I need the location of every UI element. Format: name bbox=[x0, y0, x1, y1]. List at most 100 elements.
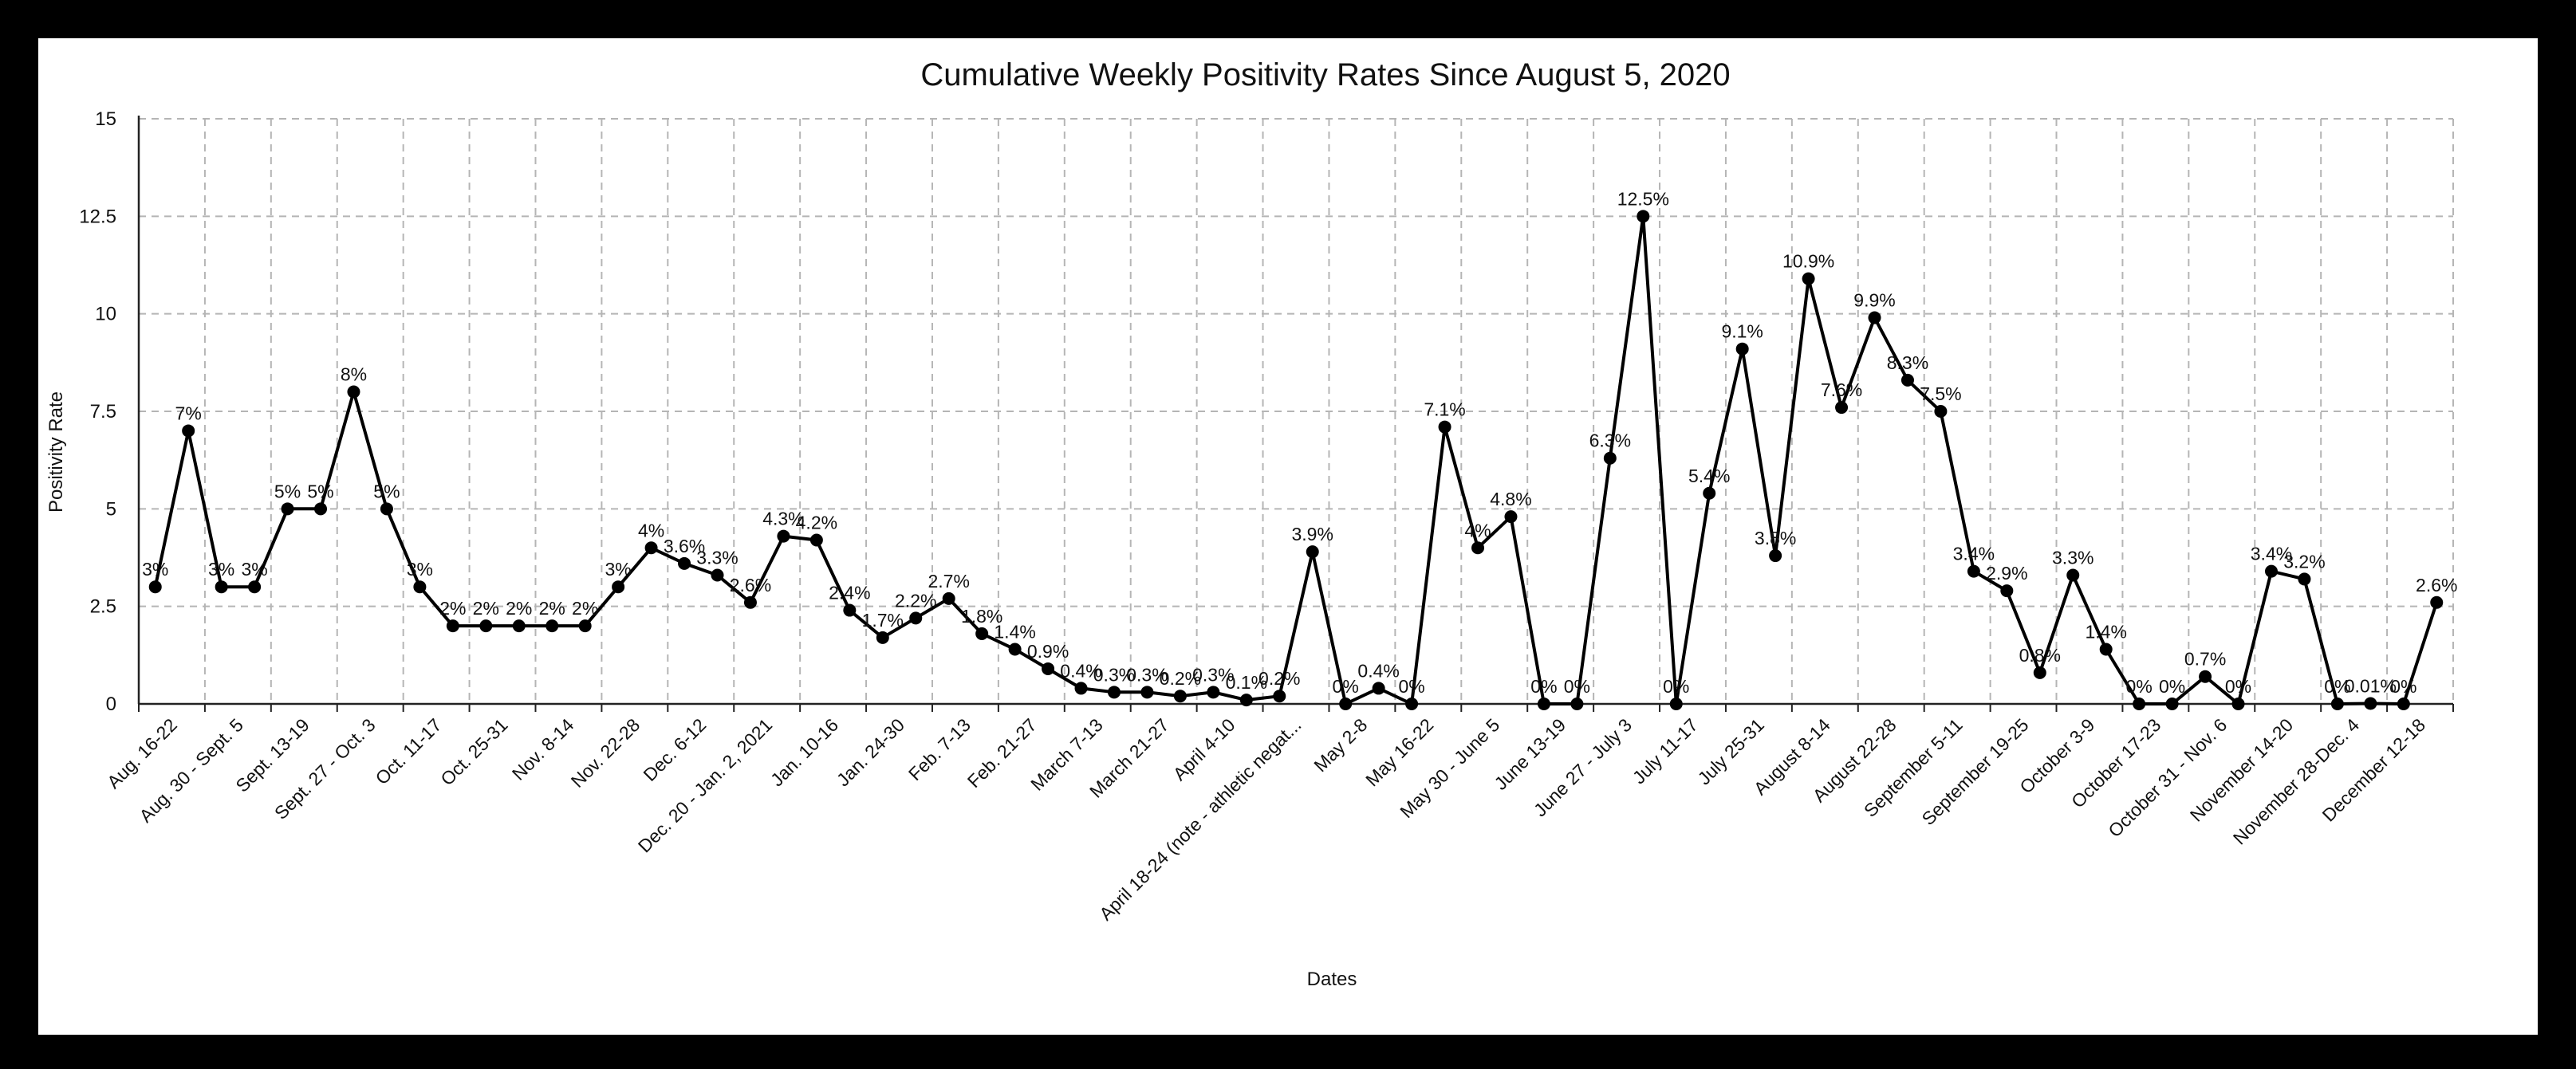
data-point bbox=[2000, 584, 2014, 598]
data-label: 5% bbox=[274, 481, 301, 501]
data-point bbox=[1735, 342, 1749, 356]
x-axis-title: Dates bbox=[1307, 969, 1357, 990]
data-point bbox=[1967, 564, 1980, 578]
data-label: 1.4% bbox=[2085, 621, 2126, 642]
x-tick-label: Jan. 10-16 bbox=[766, 714, 842, 790]
axes bbox=[137, 116, 2454, 712]
data-label: 2.6% bbox=[2416, 575, 2457, 595]
data-label: 0% bbox=[1663, 676, 1689, 697]
data-point bbox=[314, 502, 328, 516]
data-point bbox=[2264, 564, 2278, 578]
data-point bbox=[1868, 311, 1881, 324]
y-tick-label: 15 bbox=[95, 108, 116, 130]
data-label: 2% bbox=[473, 598, 499, 619]
data-point bbox=[1900, 373, 1914, 387]
data-label: 3% bbox=[241, 559, 267, 580]
data-point bbox=[1207, 686, 1220, 699]
data-label: 3.6% bbox=[664, 536, 705, 556]
chart-title: Cumulative Weekly Positivity Rates Since… bbox=[920, 57, 1730, 92]
data-label: 10.9% bbox=[1782, 251, 1834, 272]
data-point bbox=[2397, 698, 2410, 710]
data-label: 0.4% bbox=[1060, 660, 1101, 681]
data-label: 0.2% bbox=[1160, 668, 1201, 689]
data-point bbox=[843, 603, 857, 617]
x-tick-label: Dec. 20 - Jan. 2, 2021 bbox=[634, 714, 776, 856]
data-label: 9.1% bbox=[1721, 321, 1763, 342]
data-label: 5% bbox=[373, 481, 400, 501]
data-point bbox=[1637, 210, 1650, 223]
x-tick-label: November 28-Dec. 4 bbox=[2229, 714, 2364, 849]
data-label: 0% bbox=[1398, 676, 1424, 697]
data-label: 7.6% bbox=[1821, 379, 1862, 400]
data-label: 0% bbox=[2390, 676, 2416, 697]
data-point bbox=[777, 529, 790, 543]
data-label: 0% bbox=[2324, 676, 2350, 697]
data-point bbox=[1703, 486, 1716, 500]
data-label: 1.4% bbox=[994, 621, 1035, 642]
data-point bbox=[1504, 510, 1518, 524]
data-point bbox=[2430, 595, 2444, 609]
data-label: 0.2% bbox=[1258, 668, 1300, 689]
data-point bbox=[2364, 697, 2377, 710]
data-point bbox=[1339, 698, 1353, 710]
data-label: 4% bbox=[638, 520, 664, 540]
data-point bbox=[1107, 686, 1121, 699]
data-point bbox=[1769, 549, 1782, 563]
data-point bbox=[1273, 690, 1286, 703]
series-line bbox=[153, 216, 2439, 707]
data-point bbox=[2066, 568, 2080, 582]
data-label: 2% bbox=[506, 598, 532, 619]
data-point bbox=[711, 568, 724, 582]
data-point bbox=[743, 595, 757, 609]
data-point bbox=[975, 627, 989, 640]
data-point bbox=[1934, 405, 1948, 418]
data-point bbox=[148, 580, 162, 594]
y-tick-label: 12.5 bbox=[79, 206, 116, 227]
data-point bbox=[446, 619, 459, 633]
y-tick-label: 0 bbox=[106, 694, 116, 715]
data-point bbox=[1008, 643, 1022, 656]
data-point bbox=[1835, 401, 1849, 415]
y-tick-label: 2.5 bbox=[90, 596, 116, 618]
data-label: 2.7% bbox=[928, 571, 969, 591]
data-label: 0% bbox=[1564, 676, 1590, 697]
data-label: 2% bbox=[539, 598, 565, 619]
data-label: 2% bbox=[439, 598, 466, 619]
data-label: 3% bbox=[142, 559, 168, 580]
data-point bbox=[479, 619, 493, 633]
data-point bbox=[876, 631, 889, 644]
data-point bbox=[809, 533, 823, 547]
data-point bbox=[281, 502, 294, 516]
data-point bbox=[1471, 541, 1485, 555]
data-point bbox=[2133, 698, 2146, 710]
y-tick-label: 5 bbox=[106, 498, 116, 520]
data-point bbox=[1438, 420, 1451, 434]
data-point bbox=[512, 619, 526, 633]
data-label: 4% bbox=[1464, 520, 1491, 540]
data-point bbox=[678, 556, 691, 570]
data-point bbox=[2165, 698, 2179, 710]
data-point bbox=[942, 591, 955, 605]
data-point bbox=[578, 619, 592, 633]
data-label: 0.4% bbox=[1357, 660, 1399, 681]
data-point bbox=[182, 424, 195, 438]
data-label: 8% bbox=[341, 364, 367, 385]
y-axis-title: Positivity Rate bbox=[45, 391, 67, 513]
data-point bbox=[1537, 698, 1550, 710]
data-label: 1.7% bbox=[862, 610, 904, 631]
data-point bbox=[1603, 451, 1617, 465]
data-label: 2.2% bbox=[895, 590, 936, 611]
data-label: 0% bbox=[1530, 676, 1557, 697]
data-label: 0% bbox=[2225, 676, 2251, 697]
data-label: 6.3% bbox=[1589, 430, 1631, 451]
data-point bbox=[248, 580, 262, 594]
data-label: 12.5% bbox=[1617, 188, 1669, 209]
data-point bbox=[2330, 698, 2344, 710]
data-point bbox=[2231, 698, 2245, 710]
data-label: 3% bbox=[605, 559, 632, 580]
data-point bbox=[2199, 670, 2212, 683]
data-label: 0.3% bbox=[1192, 664, 1234, 685]
data-label: 8.3% bbox=[1887, 352, 1928, 373]
chart-frame: 0 2.5 5 7.5 10 12.5 15 Aug. 16-22 Aug. 30 - Sep… bbox=[38, 38, 2538, 1035]
